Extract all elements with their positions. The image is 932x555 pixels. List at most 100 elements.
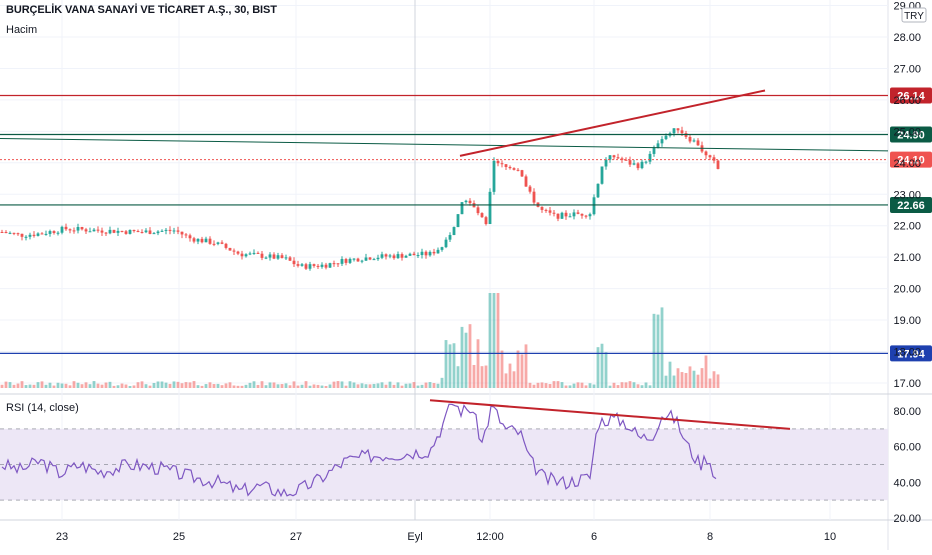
candle-body [120,230,124,232]
candle-body [156,231,160,234]
time-tick-label: 27 [290,531,302,543]
candle-body [584,215,588,217]
time-tick-label: 25 [173,531,185,543]
volume-bar [464,332,468,388]
candle-body [204,238,208,243]
volume-bar [560,382,564,388]
candle-body [300,264,304,266]
price-level-badge [890,126,932,143]
volume-bar [596,347,600,388]
volume-bar [684,373,688,388]
candle-body [620,158,624,160]
volume-bar [116,385,120,388]
candle-body [648,153,652,162]
price-tick-label: 23.00 [893,189,921,201]
candle-body [692,140,696,142]
candle-body [688,136,692,142]
volume-bar [16,383,20,388]
volume-bar [636,384,640,388]
volume-bar [704,355,708,388]
candle-body [568,216,572,218]
candle-body [564,212,568,217]
candle-body [656,143,660,148]
candle-body [356,258,360,262]
axes: 29.0028.0027.0026.0025.0024.0023.0022.00… [56,1,927,543]
volume-bar [436,383,440,388]
volume-bar [668,361,672,388]
volume-bar [356,384,360,388]
price-tick-label: 25.00 [893,126,921,138]
candle-body [248,253,252,255]
volume-bar [344,385,348,388]
candle-body [484,217,488,225]
candle-body [676,128,680,131]
volume-bar [308,385,312,388]
rsi-line [1,403,717,498]
candle-body [556,213,560,219]
volume-bar [176,381,180,388]
volume-bar [40,381,44,388]
volume-bar [492,293,496,388]
candle-body [128,229,132,234]
candle-body [116,230,120,233]
candle-body [580,213,584,216]
volume-bar [452,343,456,388]
price-levels: 26.14 24.90 24.10 22.66 17.94 [0,87,932,362]
candle-body [312,264,316,266]
volume-bar [160,381,164,388]
currency-label: TRY [904,11,924,22]
candle-body [20,233,24,237]
volume-bar [328,384,332,388]
volume-bar [504,373,508,388]
candle-body [540,206,544,210]
candle-body [404,255,408,258]
candle-body [476,207,480,214]
candle-body [112,229,116,233]
time-tick-label: 12:00 [476,531,504,543]
rsi-label: RSI (14, close) [6,402,79,414]
volume-bar [132,385,136,388]
volume-bar [104,382,108,388]
time-tick-label: Eyl [407,531,422,543]
candle-body [436,249,440,254]
candle-body [712,157,716,161]
volume-bar [128,385,132,388]
volume-bar [568,385,572,388]
candle-body [352,258,356,260]
candle-body [520,170,524,177]
volume-bar [224,383,228,388]
volume-bar [600,343,604,388]
volume-bar [52,385,56,388]
volume-bar [516,350,520,388]
candle-body [224,243,228,248]
volume-bar [416,385,420,388]
trend-lines [0,89,889,157]
volume-bar [584,385,588,388]
candle-body [64,226,68,230]
candle-body [36,233,40,236]
candle-body [452,227,456,236]
rsi-trendline [429,399,791,430]
volume-bar [612,382,616,388]
volume-bar [680,372,684,388]
volume-bar [200,385,204,388]
candle-body [708,155,712,158]
volume-bar [320,385,324,388]
volume-bar [540,382,544,388]
volume-bar [256,384,260,388]
volume-label: Hacim [6,24,38,36]
volume-bar [228,382,232,388]
candle-body [144,230,148,233]
volume-bar [164,382,168,388]
candle-body [608,155,612,160]
volume-bar [12,384,16,388]
volume-bar [32,384,36,388]
candle-body [664,135,668,140]
volume-bar [456,366,460,388]
volume-bar [180,383,184,388]
candle-body [0,231,4,233]
volume-bar [424,382,428,388]
volume-bar [688,366,692,388]
